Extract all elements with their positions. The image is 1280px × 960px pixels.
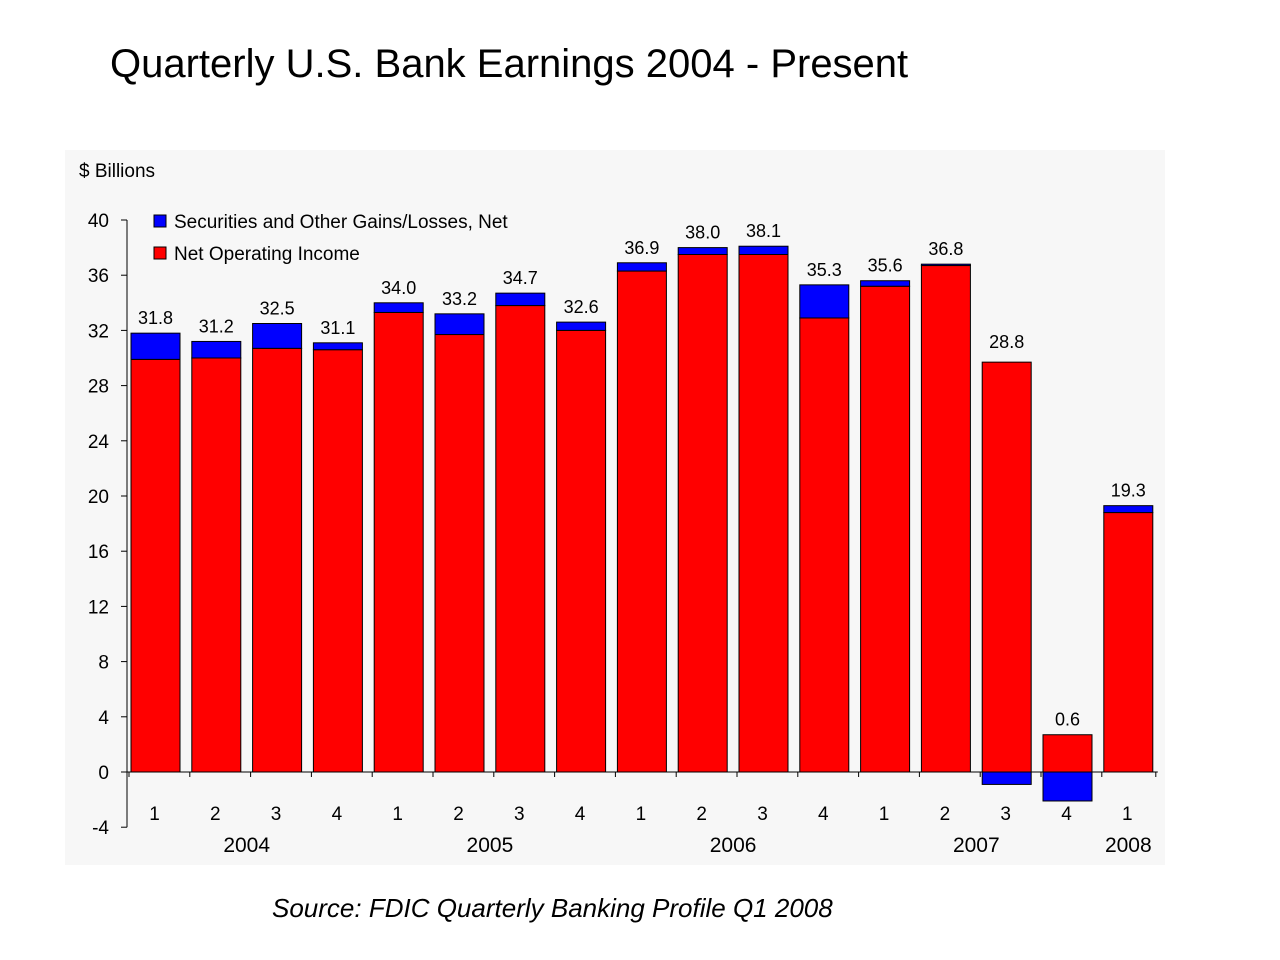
bar-securities-gains bbox=[495, 292, 546, 307]
x-tick-label: 1 bbox=[149, 804, 160, 825]
bar-securities-gains bbox=[738, 245, 789, 256]
bar-net-operating-income bbox=[920, 265, 971, 773]
x-tick-label: 1 bbox=[636, 804, 647, 825]
bar-securities-gains bbox=[616, 262, 667, 272]
bar-net-operating-income bbox=[312, 349, 363, 773]
y-axis-label: $ Billions bbox=[79, 161, 155, 182]
bar-securities-gains bbox=[191, 340, 242, 359]
data-label: 32.5 bbox=[260, 299, 295, 319]
y-tick-label: 4 bbox=[98, 708, 109, 729]
bar-securities-gains bbox=[556, 321, 607, 331]
x-tick-label: 3 bbox=[271, 804, 282, 825]
data-label: 31.8 bbox=[138, 308, 173, 328]
bar-net-operating-income bbox=[434, 334, 485, 773]
year-label: 2004 bbox=[223, 834, 270, 857]
bar-securities-gains bbox=[373, 302, 424, 313]
bar-securities-losses bbox=[981, 771, 1032, 785]
plot-background bbox=[65, 150, 1165, 865]
x-tick-label: 2 bbox=[696, 804, 707, 825]
data-label: 19.3 bbox=[1111, 481, 1146, 501]
x-tick-label: 4 bbox=[575, 804, 586, 825]
legend-label: Securities and Other Gains/Losses, Net bbox=[174, 212, 508, 233]
bar-net-operating-income bbox=[252, 347, 303, 773]
data-label: 31.1 bbox=[320, 318, 355, 338]
x-tick-label: 1 bbox=[1122, 804, 1133, 825]
y-tick-label: -4 bbox=[92, 818, 109, 839]
x-tick-label: 3 bbox=[757, 804, 768, 825]
bar-net-operating-income bbox=[556, 329, 607, 773]
data-label: 36.9 bbox=[624, 238, 659, 258]
x-tick-label: 1 bbox=[879, 804, 890, 825]
x-tick-label: 4 bbox=[332, 804, 343, 825]
data-label: 38.1 bbox=[746, 221, 781, 241]
bar-net-operating-income bbox=[616, 270, 667, 773]
x-tick-label: 3 bbox=[1000, 804, 1011, 825]
year-label: 2006 bbox=[710, 834, 757, 857]
chart-title: Quarterly U.S. Bank Earnings 2004 - Pres… bbox=[110, 42, 909, 86]
data-label: 31.2 bbox=[199, 316, 234, 336]
x-tick-label: 3 bbox=[514, 804, 525, 825]
bar-net-operating-income bbox=[1042, 734, 1093, 773]
y-tick-label: 12 bbox=[88, 597, 109, 618]
data-label: 35.3 bbox=[807, 260, 842, 280]
bar-net-operating-income bbox=[373, 311, 424, 773]
bar-net-operating-income bbox=[860, 285, 911, 773]
bar-securities-gains bbox=[799, 284, 850, 319]
y-tick-label: 0 bbox=[98, 763, 109, 784]
bar-net-operating-income bbox=[981, 361, 1032, 773]
year-label: 2007 bbox=[953, 834, 1000, 857]
bar-securities-gains bbox=[920, 263, 971, 267]
data-label: 32.6 bbox=[564, 297, 599, 317]
y-tick-label: 40 bbox=[88, 211, 109, 232]
bar-net-operating-income bbox=[495, 305, 546, 773]
y-tick-label: 16 bbox=[88, 542, 109, 563]
x-tick-label: 2 bbox=[210, 804, 221, 825]
y-tick-label: 20 bbox=[88, 487, 109, 508]
data-label: 35.6 bbox=[868, 256, 903, 276]
y-tick-label: 24 bbox=[88, 432, 110, 453]
y-tick-label: 32 bbox=[88, 321, 109, 342]
bar-securities-gains bbox=[677, 247, 728, 256]
bar-securities-gains bbox=[1103, 505, 1154, 514]
bar-net-operating-income bbox=[677, 254, 728, 773]
data-label: 28.8 bbox=[989, 332, 1024, 352]
bar-securities-gains bbox=[312, 342, 363, 351]
bar-net-operating-income bbox=[799, 317, 850, 773]
bar-net-operating-income bbox=[130, 358, 181, 773]
x-tick-label: 1 bbox=[392, 804, 403, 825]
y-tick-label: 28 bbox=[88, 377, 109, 398]
legend-label: Net Operating Income bbox=[174, 244, 360, 265]
x-tick-label: 2 bbox=[453, 804, 464, 825]
legend-swatch bbox=[153, 214, 167, 228]
y-tick-label: 8 bbox=[98, 653, 109, 674]
data-label: 34.7 bbox=[503, 268, 538, 288]
bar-net-operating-income bbox=[191, 357, 242, 773]
bar-securities-gains bbox=[130, 332, 181, 360]
bar-securities-losses bbox=[1042, 771, 1093, 802]
data-label: 0.6 bbox=[1055, 710, 1080, 730]
bar-securities-gains bbox=[434, 313, 485, 336]
x-tick-label: 4 bbox=[818, 804, 829, 825]
bar-net-operating-income bbox=[738, 254, 789, 773]
bar-securities-gains bbox=[252, 323, 303, 349]
legend-swatch bbox=[153, 246, 167, 260]
data-label: 34.0 bbox=[381, 278, 416, 298]
year-label: 2005 bbox=[467, 834, 514, 857]
data-label: 38.0 bbox=[685, 223, 720, 243]
y-tick-label: 36 bbox=[88, 266, 109, 287]
data-label: 36.8 bbox=[928, 239, 963, 259]
bar-securities-gains bbox=[860, 280, 911, 287]
x-tick-label: 2 bbox=[940, 804, 951, 825]
x-tick-label: 4 bbox=[1061, 804, 1072, 825]
source-note: Source: FDIC Quarterly Banking Profile Q… bbox=[272, 893, 833, 923]
bar-net-operating-income bbox=[1103, 512, 1154, 773]
year-label: 2008 bbox=[1105, 834, 1152, 857]
data-label: 33.2 bbox=[442, 289, 477, 309]
